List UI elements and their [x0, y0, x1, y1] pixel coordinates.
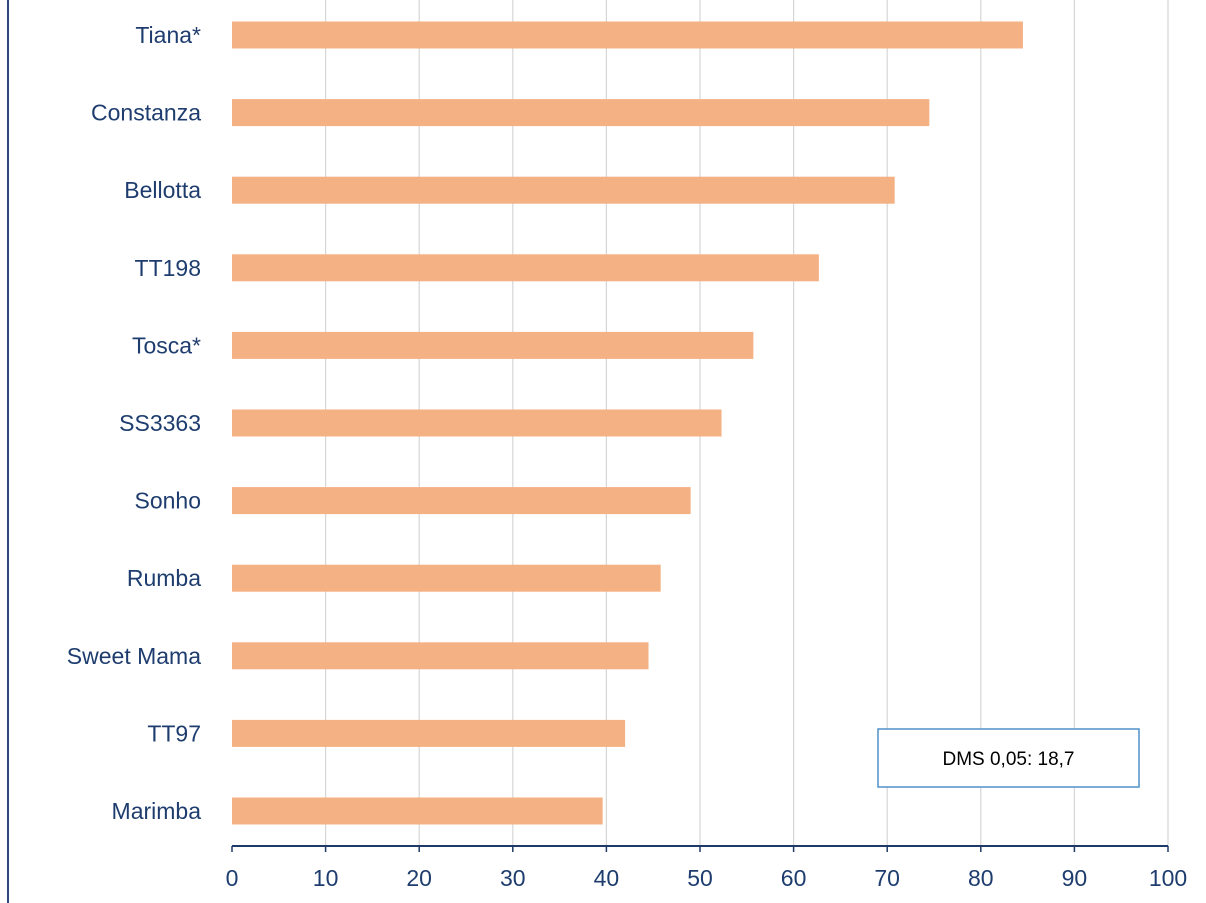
bar-marimba [232, 797, 603, 825]
tick-label-60: 60 [781, 865, 807, 891]
x-axis-ticks: 0 10 20 30 40 50 60 70 80 90 100 [226, 846, 1187, 891]
category-label-tosca: Tosca* [132, 332, 201, 358]
tick-label-90: 90 [1062, 865, 1088, 891]
category-label-constanza: Constanza [91, 100, 201, 126]
category-label-sweet-mama: Sweet Mama [67, 643, 201, 669]
category-label-rumba: Rumba [127, 565, 201, 591]
bar-ss3363 [232, 409, 722, 437]
category-label-marimba: Marimba [112, 798, 202, 824]
category-labels: Tiana* Constanza Bellotta TT198 Tosca* SS3363… [67, 22, 201, 824]
annotation-text: DMS 0,05: 18,7 [942, 749, 1074, 770]
tick-label-0: 0 [226, 865, 239, 891]
bar-sweet-mama [232, 642, 649, 670]
category-label-tt198: TT198 [135, 255, 201, 281]
category-label-tt97: TT97 [147, 720, 201, 746]
tick-label-20: 20 [406, 865, 432, 891]
bar-tosca [232, 331, 754, 359]
category-label-ss3363: SS3363 [119, 410, 201, 436]
tick-label-50: 50 [687, 865, 713, 891]
category-label-sonho: Sonho [134, 488, 201, 514]
bar-tiana [232, 21, 1023, 49]
tick-label-30: 30 [500, 865, 526, 891]
bar-rumba [232, 564, 661, 592]
tick-label-10: 10 [313, 865, 339, 891]
category-label-bellotta: Bellotta [124, 177, 201, 203]
tick-label-70: 70 [874, 865, 900, 891]
tick-label-100: 100 [1149, 865, 1187, 891]
bar-bellotta [232, 176, 895, 204]
category-label-tiana: Tiana* [135, 22, 201, 48]
tick-label-80: 80 [968, 865, 994, 891]
annotation-border [877, 728, 1140, 788]
bar-constanza [232, 99, 930, 127]
annotation-box: DMS 0,05: 18,7 [877, 728, 1140, 788]
bar-sonho [232, 487, 691, 515]
bars [232, 21, 1023, 825]
bar-tt97 [232, 719, 626, 747]
tick-label-40: 40 [594, 865, 620, 891]
bar-tt198 [232, 254, 819, 282]
